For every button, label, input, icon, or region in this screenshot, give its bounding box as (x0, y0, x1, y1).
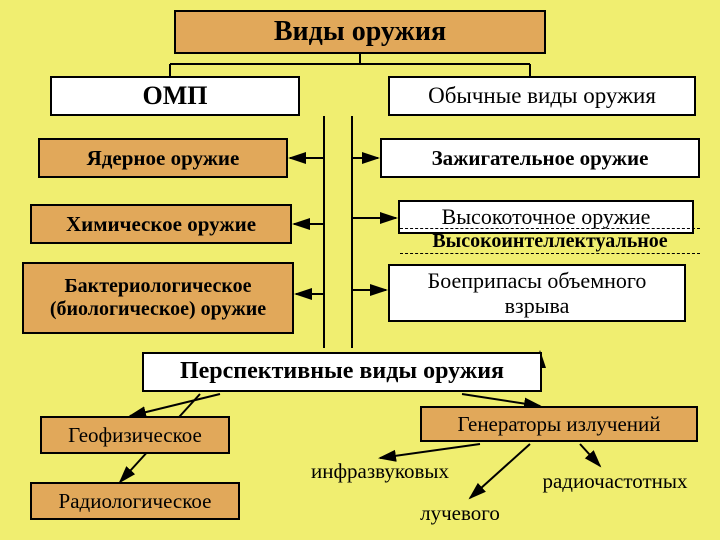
perspective-radiological: Радиологическое (30, 482, 240, 520)
generator-infrasound: инфразвуковых (290, 456, 470, 486)
generators-header: Генераторы излучений (420, 406, 698, 442)
perspective-header: Перспективные виды оружия (142, 352, 542, 392)
conventional-item-incendiary: Зажигательное оружие (380, 138, 700, 178)
omp-item-nuclear: Ядерное оружие (38, 138, 288, 178)
omp-header: ОМП (50, 76, 300, 116)
perspective-geophysical: Геофизическое (40, 416, 230, 454)
omp-item-chemical: Химическое оружие (30, 204, 292, 244)
generator-radiofreq: радиочастотных (520, 466, 710, 496)
omp-item-biological: Бактериологическое (биологическое) оружи… (22, 262, 294, 334)
conventional-header: Обычные виды оружия (388, 76, 696, 116)
generator-beam: лучевого (400, 498, 520, 528)
conventional-item-volumetric: Боеприпасы объемного взрыва (388, 264, 686, 322)
conventional-item-highintel: Высокоинтеллектуальное (400, 228, 700, 254)
title-box: Виды оружия (174, 10, 546, 54)
